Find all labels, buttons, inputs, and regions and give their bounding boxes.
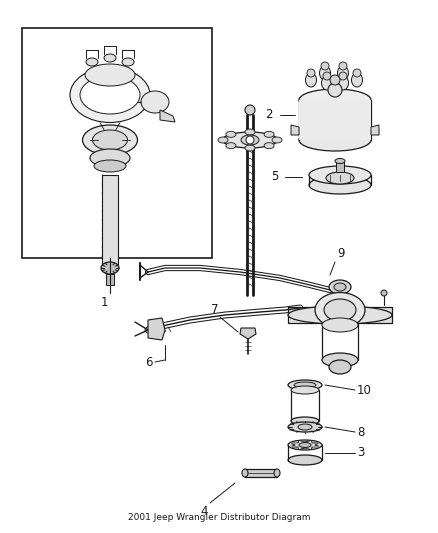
- Text: 3: 3: [357, 447, 364, 459]
- Ellipse shape: [85, 64, 135, 86]
- Polygon shape: [160, 110, 175, 122]
- Ellipse shape: [328, 83, 342, 97]
- Ellipse shape: [334, 283, 346, 291]
- Ellipse shape: [288, 422, 322, 432]
- Ellipse shape: [101, 262, 119, 274]
- Ellipse shape: [322, 318, 358, 332]
- Text: 9: 9: [337, 247, 345, 260]
- Ellipse shape: [92, 130, 127, 150]
- Ellipse shape: [272, 137, 282, 143]
- Polygon shape: [240, 328, 256, 339]
- Circle shape: [381, 290, 387, 296]
- Ellipse shape: [82, 125, 138, 155]
- Polygon shape: [148, 318, 165, 340]
- Ellipse shape: [226, 143, 236, 149]
- Ellipse shape: [288, 306, 392, 324]
- Polygon shape: [336, 161, 344, 172]
- Polygon shape: [288, 307, 392, 323]
- Ellipse shape: [352, 73, 363, 87]
- Ellipse shape: [315, 293, 365, 327]
- Ellipse shape: [309, 176, 371, 194]
- Bar: [102, 175, 118, 265]
- Ellipse shape: [322, 353, 358, 367]
- Ellipse shape: [264, 143, 274, 149]
- Ellipse shape: [141, 91, 169, 113]
- Ellipse shape: [323, 72, 331, 80]
- Bar: [22, 28, 212, 258]
- Polygon shape: [299, 100, 371, 140]
- Ellipse shape: [226, 131, 236, 138]
- Ellipse shape: [291, 417, 319, 425]
- Polygon shape: [371, 125, 379, 135]
- Ellipse shape: [307, 69, 315, 77]
- Ellipse shape: [299, 442, 311, 448]
- Ellipse shape: [299, 129, 371, 151]
- Text: 2001 Jeep Wrangler Distributor Diagram: 2001 Jeep Wrangler Distributor Diagram: [128, 513, 310, 522]
- Ellipse shape: [245, 145, 255, 151]
- Ellipse shape: [299, 89, 371, 111]
- Circle shape: [246, 136, 254, 144]
- Ellipse shape: [321, 76, 332, 90]
- Ellipse shape: [321, 62, 329, 70]
- Ellipse shape: [241, 135, 259, 145]
- Ellipse shape: [94, 160, 126, 172]
- Ellipse shape: [90, 149, 130, 167]
- Ellipse shape: [218, 137, 228, 143]
- Ellipse shape: [104, 54, 116, 62]
- Ellipse shape: [329, 280, 351, 294]
- Ellipse shape: [242, 469, 248, 477]
- Ellipse shape: [223, 132, 278, 148]
- Ellipse shape: [335, 158, 345, 164]
- Ellipse shape: [338, 66, 349, 80]
- Ellipse shape: [80, 76, 140, 114]
- Ellipse shape: [298, 424, 312, 430]
- Ellipse shape: [324, 299, 356, 321]
- Ellipse shape: [288, 455, 322, 465]
- Ellipse shape: [339, 62, 347, 70]
- Polygon shape: [291, 125, 299, 135]
- Text: 10: 10: [357, 384, 372, 397]
- Ellipse shape: [70, 68, 150, 123]
- Text: 7: 7: [211, 303, 218, 316]
- Ellipse shape: [274, 469, 280, 477]
- Text: 6: 6: [145, 356, 153, 368]
- Text: 4: 4: [201, 505, 208, 518]
- Ellipse shape: [294, 382, 316, 388]
- Ellipse shape: [86, 58, 98, 66]
- Ellipse shape: [326, 172, 354, 184]
- Ellipse shape: [291, 386, 319, 394]
- Text: 8: 8: [357, 425, 364, 439]
- Ellipse shape: [305, 73, 317, 87]
- Ellipse shape: [319, 66, 331, 80]
- Circle shape: [245, 105, 255, 115]
- Ellipse shape: [338, 76, 349, 90]
- Text: 2: 2: [265, 109, 273, 122]
- Ellipse shape: [309, 166, 371, 184]
- Ellipse shape: [264, 131, 274, 138]
- Text: 5: 5: [271, 171, 278, 183]
- Ellipse shape: [353, 69, 361, 77]
- Text: 1: 1: [100, 296, 108, 309]
- Polygon shape: [106, 274, 114, 285]
- Ellipse shape: [122, 58, 134, 66]
- Ellipse shape: [339, 72, 347, 80]
- Ellipse shape: [288, 380, 322, 390]
- Ellipse shape: [288, 440, 322, 450]
- Ellipse shape: [245, 129, 255, 135]
- Ellipse shape: [329, 360, 351, 374]
- Ellipse shape: [330, 75, 340, 85]
- Bar: [245, 469, 277, 477]
